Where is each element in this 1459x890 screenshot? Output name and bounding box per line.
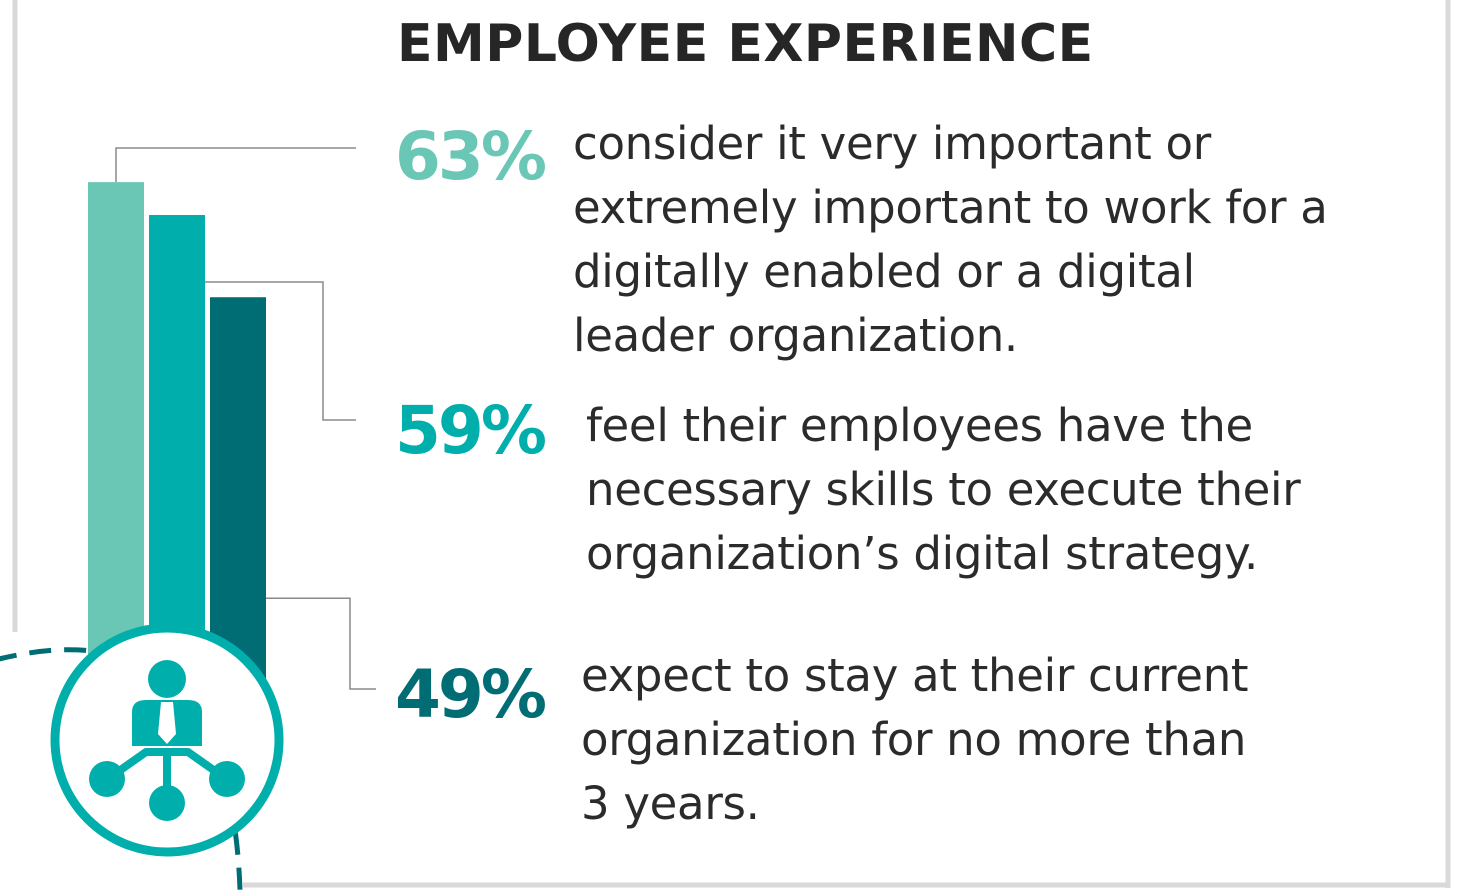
stat-line: digitally enabled or a digital bbox=[573, 245, 1195, 298]
leader-line-1 bbox=[115, 147, 356, 183]
stat-line: feel their employees have the bbox=[586, 399, 1253, 452]
stat-line: organization for no more than bbox=[581, 713, 1247, 766]
bar-3 bbox=[210, 297, 266, 700]
stat-line: extremely important to work for a bbox=[573, 181, 1328, 234]
bar-1 bbox=[88, 182, 144, 700]
stat-line: leader organization. bbox=[573, 309, 1018, 362]
bar-2 bbox=[149, 215, 205, 700]
stat-line: expect to stay at their current bbox=[581, 649, 1249, 702]
stat-percent: 49% bbox=[395, 656, 547, 733]
stat-description: expect to stay at their current organiza… bbox=[581, 644, 1249, 836]
stat-description: consider it very important or extremely … bbox=[573, 112, 1328, 368]
page-title: EMPLOYEE EXPERIENCE bbox=[397, 14, 1094, 74]
stat-line: consider it very important or bbox=[573, 117, 1211, 170]
employee-network-icon bbox=[50, 623, 284, 857]
leader-line-2 bbox=[205, 281, 356, 421]
leader-line-3 bbox=[266, 597, 376, 690]
stat-line: organization’s digital strategy. bbox=[586, 527, 1258, 580]
bars bbox=[88, 182, 266, 700]
stat-percent: 59% bbox=[395, 392, 547, 469]
stat-line: 3 years. bbox=[581, 777, 760, 830]
leader-lines bbox=[115, 147, 376, 690]
stat-description: feel their employees have the necessary … bbox=[586, 394, 1301, 586]
stat-line: necessary skills to execute their bbox=[586, 463, 1301, 516]
stat-percent: 63% bbox=[395, 118, 547, 195]
